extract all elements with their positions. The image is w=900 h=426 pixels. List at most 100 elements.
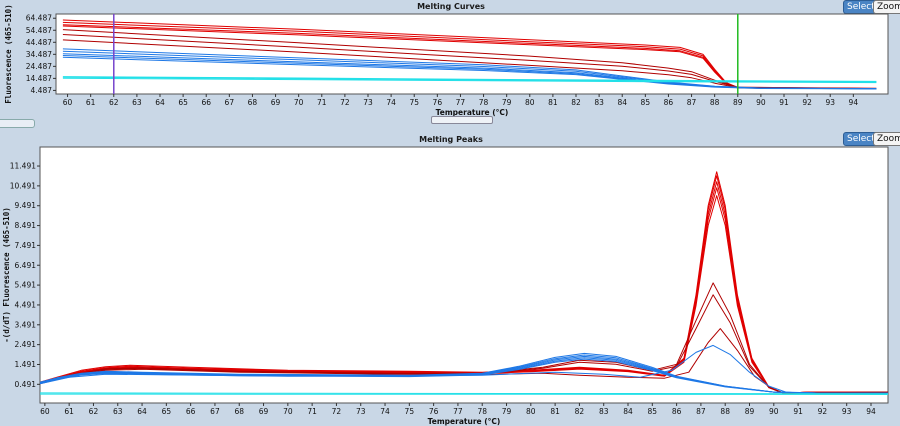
x-tick-label: 86 [672,407,682,416]
x-tick-label: 64 [155,98,165,107]
series-line-blue [40,355,888,394]
x-tick-label: 90 [756,98,766,107]
x-tick-label: 93 [842,407,852,416]
series-line-blue [40,357,888,394]
series-line-cyan [62,77,877,84]
series-line-blue [62,56,877,90]
x-tick-label: 90 [769,407,779,416]
series-line-red [40,195,888,394]
x-tick-label: 79 [502,98,512,107]
x-tick-label: 88 [720,407,730,416]
y-tick-label: 4.491 [15,300,37,309]
x-tick-label: 94 [866,407,876,416]
x-tick-label: 60 [63,98,73,107]
plot-area [39,146,889,404]
y-tick-label: 1.491 [15,360,37,369]
x-tick-label: 94 [849,98,859,107]
series-line-darkred [62,29,877,90]
x-tick-label: 92 [802,98,812,107]
series-line-blue [40,354,888,394]
x-tick-label: 69 [259,407,269,416]
series-line-darkred [40,328,888,394]
y-tick-label: 54.487 [26,26,52,35]
x-tick-label: 71 [317,98,327,107]
x-tick-label: 65 [162,407,172,416]
x-tick-label: 68 [248,98,258,107]
x-tick-label: 67 [210,407,220,416]
x-tick-label: 82 [575,407,585,416]
x-tick-label: 60 [40,407,50,416]
y-tick-label: 34.487 [26,50,52,59]
y-tick-label: 2.491 [15,340,37,349]
x-tick-label: 72 [340,98,350,107]
series-line-red [40,175,888,394]
series-line-red [40,187,888,394]
x-tick-label: 83 [599,407,609,416]
series-line-red [40,171,888,394]
splitter-handle[interactable] [0,119,35,128]
x-tick-label: 73 [363,98,373,107]
x-tick-label: 75 [405,407,415,416]
y-tick-label: 10.491 [10,181,36,190]
x-tick-label: 79 [502,407,512,416]
x-tick-label: 77 [453,407,463,416]
y-tick-label: 5.491 [15,281,37,290]
x-tick-label: 87 [687,98,697,107]
y-tick-label: 44.487 [26,38,52,47]
x-tick-label: 76 [429,407,439,416]
y-tick-label: 14.487 [26,74,52,83]
x-tick-label: 62 [89,407,99,416]
y-tick-label: 6.491 [15,261,37,270]
series-line-darkred [40,294,888,394]
x-tick-label: 74 [380,407,390,416]
x-tick-label: 64 [137,407,147,416]
x-tick-label: 84 [617,98,627,107]
x-tick-label: 78 [479,98,489,107]
y-tick-label: 24.487 [26,62,52,71]
x-tick-label: 65 [178,98,188,107]
x-tick-label: 70 [294,98,304,107]
melting-curves-header: Melting Curves Select Zoom [0,0,900,14]
horizontal-scroll-thumb[interactable] [431,116,493,124]
x-tick-label: 75 [409,98,419,107]
x-tick-label: 63 [132,98,142,107]
x-tick-label: 61 [86,98,96,107]
x-tick-label: 80 [525,98,535,107]
melting-curves-title: Melting Curves [417,2,485,11]
y-tick-label: 0.491 [15,380,37,389]
x-tick-label: 85 [648,407,658,416]
series-line-cyan [62,76,877,83]
y-tick-label: 8.491 [15,221,37,230]
x-tick-label: 80 [526,407,536,416]
x-tick-label: 87 [696,407,706,416]
series-line-darkred [62,39,877,90]
x-tick-label: 91 [779,98,789,107]
x-tick-label: 86 [664,98,674,107]
x-tick-label: 71 [307,407,317,416]
x-axis-label: Temperature (°C) [428,417,501,426]
y-tick-label: 4.487 [31,86,53,95]
x-tick-label: 77 [456,98,466,107]
y-tick-label: 3.491 [15,320,37,329]
series-line-darkred [40,282,888,394]
peaks-zoom-button[interactable]: Zoom [873,132,900,146]
y-axis-label: -(d/dT) Fluorescence (465-510) [2,207,11,342]
series-line-darkred [62,34,877,90]
melting-peaks-title: Melting Peaks [419,135,483,144]
y-axis-label: Fluorescence (465-510) [4,4,13,103]
x-tick-label: 85 [641,98,651,107]
series-line-blue [40,344,888,394]
x-tick-label: 89 [745,407,755,416]
x-tick-label: 66 [186,407,196,416]
x-tick-label: 61 [64,407,74,416]
melting-curves-chart[interactable]: 60 61 62 63 64 65 66 67 68 69 70 71 72 73 74 75 76 77 78 79… [0,0,900,120]
x-tick-label: 69 [271,98,281,107]
x-tick-label: 76 [433,98,443,107]
x-tick-label: 81 [550,407,560,416]
y-tick-label: 64.487 [26,14,52,23]
x-tick-label: 88 [710,98,720,107]
series-line-cyan [62,76,877,82]
x-tick-label: 62 [109,98,119,107]
x-tick-label: 78 [477,407,487,416]
x-tick-label: 72 [332,407,342,416]
